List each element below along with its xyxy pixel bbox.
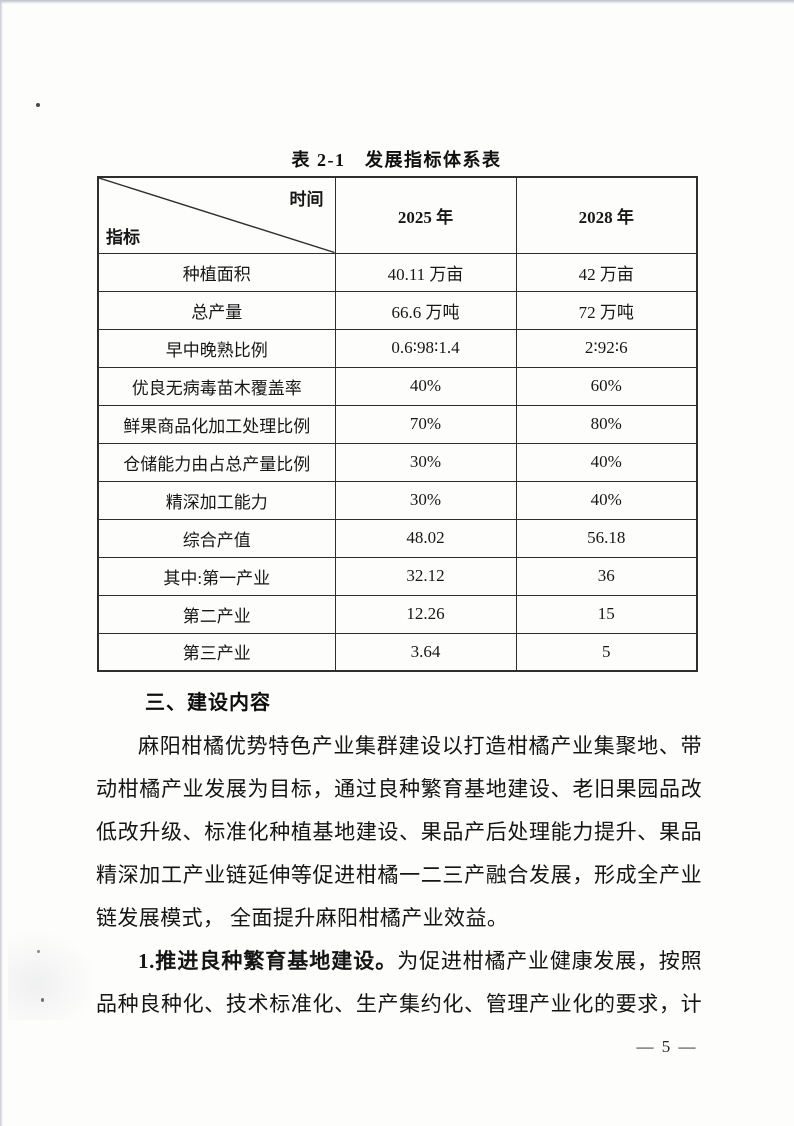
indicator-table-body: 种植面积 40.11 万亩 42 万亩 总产量 66.6 万吨 72 万吨 早中晚熟比例 0.… — [97, 252, 698, 672]
scan-speck — [37, 950, 40, 953]
value-2028-cell: 72 万吨 — [515, 290, 698, 330]
body-text-line: 动柑橘产业发展为目标，通过良种繁育基地建设、老旧果园品改 — [96, 777, 702, 801]
body-text-line: 链发展模式， 全面提升麻阳柑橘产业效益。 — [96, 906, 509, 930]
body-text-line: 品种良种化、技术标准化、生产集约化、管理产业化的要求，计 — [96, 992, 702, 1016]
column-header-2025: 2025 年 — [334, 176, 517, 254]
value-2025-cell: 30% — [334, 480, 517, 520]
value-2028-cell: 80% — [515, 404, 698, 444]
value-2025-cell: 48.02 — [334, 518, 517, 558]
indicator-table: 时间 指标 2025 年 2028 年 种植面积 40.11 万亩 42 万亩 总产量… — [97, 176, 698, 672]
table-row: 优良无病毒苗木覆盖率 40% 60% — [97, 366, 698, 406]
table-row: 其中:第一产业 32.12 36 — [97, 556, 698, 596]
body-text-line: 精深加工产业链延伸等促进柑橘一二三产融合发展，形成全产业 — [96, 863, 702, 887]
scan-smudge — [8, 930, 98, 1020]
value-2025-cell: 3.64 — [334, 632, 517, 672]
corner-label-indicator: 指标 — [106, 227, 140, 247]
value-2025-cell: 40% — [334, 366, 517, 406]
scan-edge-top — [0, 0, 794, 4]
indicator-label-cell: 其中:第一产业 — [97, 556, 336, 596]
table-row: 鲜果商品化加工处理比例 70% 80% — [97, 404, 698, 444]
table-row: 精深加工能力 30% 40% — [97, 480, 698, 520]
content-section: 三、建设内容 麻阳柑橘优势特色产业集群建设以打造柑橘产业集聚地、带动柑橘产业发展… — [96, 682, 702, 1026]
value-2025-cell: 40.11 万亩 — [334, 252, 517, 292]
value-2028-cell: 40% — [515, 442, 698, 482]
bold-lead-text: 1.推进良种繁育基地建设。 — [138, 949, 398, 973]
value-2025-cell: 12.26 — [334, 594, 517, 634]
diagonal-divider-line — [99, 178, 335, 253]
section-heading: 三、建设内容 — [145, 692, 271, 714]
value-2025-cell: 32.12 — [334, 556, 517, 596]
column-header-2028: 2028 年 — [515, 176, 698, 254]
table-row: 第二产业 12.26 15 — [97, 594, 698, 634]
value-2025-cell: 0.6∶98∶1.4 — [334, 328, 517, 368]
table-row: 第三产业 3.64 5 — [97, 632, 698, 672]
indicator-label-cell: 鲜果商品化加工处理比例 — [97, 404, 336, 444]
value-2025-cell: 66.6 万吨 — [334, 290, 517, 330]
indicator-label-cell: 仓储能力由占总产量比例 — [97, 442, 336, 482]
body-lines: 麻阳柑橘优势特色产业集群建设以打造柑橘产业集聚地、带动柑橘产业发展为目标，通过良… — [96, 725, 702, 1026]
indicator-label-cell: 精深加工能力 — [97, 480, 336, 520]
value-2025-cell: 30% — [334, 442, 517, 482]
table-header-row: 时间 指标 2025 年 2028 年 — [97, 176, 698, 254]
body-text-line: 1.推进良种繁育基地建设。为促进柑橘产业健康发展，按照 — [138, 949, 702, 973]
value-2028-cell: 60% — [515, 366, 698, 406]
table-title: 表 2-1 发展指标体系表 — [291, 150, 502, 170]
value-2025-cell: 70% — [334, 404, 517, 444]
table-row: 总产量 66.6 万吨 72 万吨 — [97, 290, 698, 330]
indicator-label-cell: 优良无病毒苗木覆盖率 — [97, 366, 336, 406]
value-2028-cell: 42 万亩 — [515, 252, 698, 292]
value-2028-cell: 2∶92∶6 — [515, 328, 698, 368]
body-text-line: 麻阳柑橘优势特色产业集群建设以打造柑橘产业集聚地、带 — [138, 734, 702, 758]
table-row: 早中晚熟比例 0.6∶98∶1.4 2∶92∶6 — [97, 328, 698, 368]
indicator-label-cell: 早中晚熟比例 — [97, 328, 336, 368]
indicator-label-cell: 综合产值 — [97, 518, 336, 558]
corner-label-time: 时间 — [289, 190, 324, 209]
table-row: 种植面积 40.11 万亩 42 万亩 — [97, 252, 698, 292]
indicator-label-cell: 种植面积 — [97, 252, 336, 292]
table-row: 仓储能力由占总产量比例 30% 40% — [97, 442, 698, 482]
value-2028-cell: 15 — [515, 594, 698, 634]
value-2028-cell: 40% — [515, 480, 698, 520]
page-number: — 5 — — [636, 1037, 698, 1056]
value-2028-cell: 5 — [515, 632, 698, 672]
value-2028-cell: 56.18 — [515, 518, 698, 558]
scan-edge-left — [0, 0, 3, 1126]
diagonal-corner-cell: 时间 指标 — [97, 176, 336, 254]
body-text-line: 低改升级、标准化种植基地建设、果品产后处理能力提升、果品 — [96, 820, 702, 844]
value-2028-cell: 36 — [515, 556, 698, 596]
scan-speck — [36, 103, 40, 107]
table-row: 综合产值 48.02 56.18 — [97, 518, 698, 558]
indicator-label-cell: 第二产业 — [97, 594, 336, 634]
scan-speck — [41, 998, 44, 1002]
indicator-label-cell: 第三产业 — [97, 632, 336, 672]
indicator-label-cell: 总产量 — [97, 290, 336, 330]
